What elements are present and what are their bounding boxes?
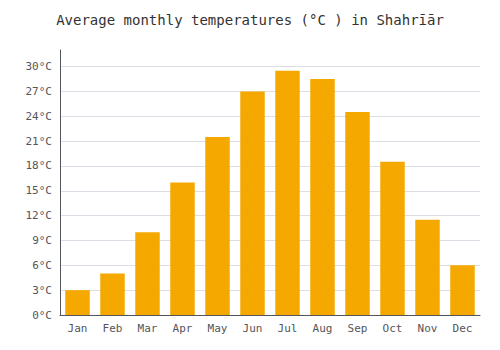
- svg-text:24°C: 24°C: [26, 110, 53, 123]
- svg-text:3°C: 3°C: [32, 284, 52, 297]
- svg-text:Oct: Oct: [383, 322, 403, 335]
- svg-text:Average monthly temperatures (: Average monthly temperatures (°C ) in Sh…: [56, 12, 444, 28]
- svg-text:Aug: Aug: [313, 322, 333, 335]
- svg-text:18°C: 18°C: [26, 159, 53, 172]
- svg-text:Apr: Apr: [173, 322, 193, 335]
- svg-text:Jan: Jan: [68, 322, 88, 335]
- svg-text:27°C: 27°C: [26, 85, 53, 98]
- svg-text:May: May: [208, 322, 228, 335]
- svg-text:Sep: Sep: [348, 322, 368, 335]
- svg-text:0°C: 0°C: [32, 309, 52, 322]
- svg-text:Jun: Jun: [243, 322, 263, 335]
- svg-text:6°C: 6°C: [32, 259, 52, 272]
- svg-text:Mar: Mar: [138, 322, 158, 335]
- svg-text:Feb: Feb: [103, 322, 123, 335]
- svg-text:Dec: Dec: [453, 322, 473, 335]
- svg-text:Jul: Jul: [278, 322, 298, 335]
- svg-text:9°C: 9°C: [32, 234, 52, 247]
- svg-text:30°C: 30°C: [26, 60, 53, 73]
- svg-text:15°C: 15°C: [26, 184, 53, 197]
- svg-text:21°C: 21°C: [26, 135, 53, 148]
- svg-text:12°C: 12°C: [26, 209, 53, 222]
- svg-text:Nov: Nov: [418, 322, 438, 335]
